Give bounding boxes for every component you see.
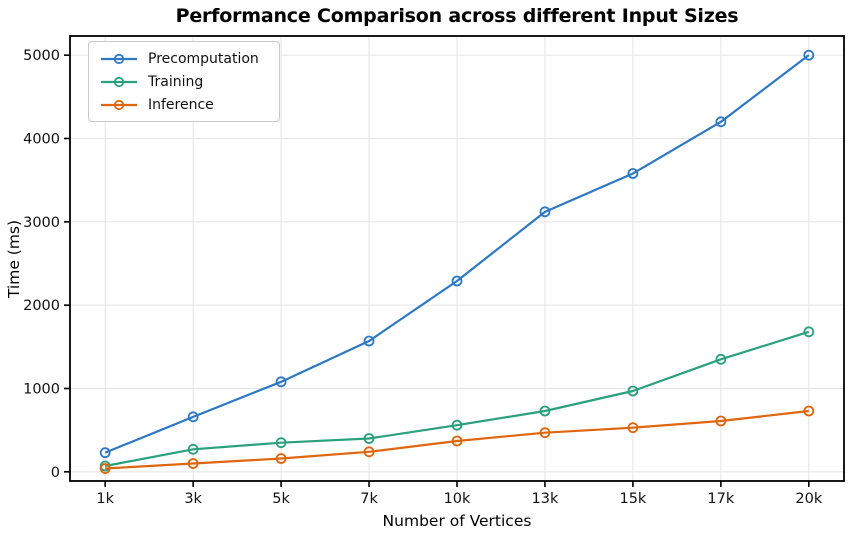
legend-line-marker-icon	[101, 99, 137, 110]
x-tick-label: 17k	[707, 491, 734, 507]
series-marker-training	[187, 443, 199, 455]
x-tick-label: 5k	[272, 491, 290, 507]
legend-label: Precomputation	[148, 50, 259, 67]
y-tick-label: 4000	[23, 132, 60, 148]
series-marker-inference	[187, 458, 199, 469]
series-marker-training	[803, 326, 815, 338]
x-tick-label: 10k	[444, 491, 471, 507]
x-tick-label: 20k	[795, 491, 822, 507]
series-marker-inference	[99, 463, 111, 474]
legend-item-inference: Inference	[99, 95, 269, 114]
series-marker-inference	[451, 435, 463, 447]
legend-line-marker-icon	[101, 76, 137, 87]
legend-marker-icon	[113, 99, 125, 110]
series-marker-precomputation	[187, 411, 199, 423]
series-marker-inference	[539, 427, 551, 439]
series-marker-precomputation	[451, 275, 463, 287]
series-marker-inference	[275, 453, 287, 464]
x-tick-label: 13k	[532, 491, 559, 507]
series-marker-training	[539, 405, 551, 417]
series-marker-precomputation	[539, 206, 551, 218]
legend-item-precomputation: Precomputation	[99, 49, 269, 68]
legend-marker-icon	[113, 76, 125, 87]
y-tick-label: 5000	[23, 48, 60, 64]
series-marker-precomputation	[275, 376, 287, 388]
legend-label: Inference	[148, 96, 214, 113]
series-marker-training	[627, 385, 639, 397]
legend: Precomputation Training Inference	[88, 41, 280, 122]
x-tick-label: 7k	[360, 491, 378, 507]
series-marker-inference	[715, 415, 727, 427]
y-axis-label: Time (ms)	[5, 219, 23, 299]
y-tick-label: 0	[51, 465, 60, 481]
y-tick-label: 3000	[23, 215, 60, 231]
legend-item-training: Training	[99, 72, 269, 91]
series-line-inference	[105, 409, 809, 470]
x-tick-label: 15k	[619, 491, 646, 507]
legend-marker-icon	[113, 53, 125, 64]
series-line-training	[104, 330, 810, 468]
series-marker-training	[451, 419, 463, 431]
series-marker-precomputation	[99, 447, 111, 459]
series-marker-inference	[627, 422, 639, 434]
x-tick-label: 3k	[184, 491, 202, 507]
legend-label: Training	[148, 73, 204, 90]
chart-title: Performance Comparison across different …	[175, 5, 739, 27]
x-axis-label: Number of Vertices	[382, 512, 532, 530]
y-tick-label: 2000	[23, 298, 60, 314]
legend-line-marker-icon	[101, 53, 137, 64]
series-marker-precomputation	[627, 168, 639, 179]
series-marker-training	[363, 433, 375, 444]
series-marker-training	[715, 353, 727, 365]
series-marker-precomputation	[803, 49, 815, 61]
y-tick-label: 1000	[23, 382, 60, 398]
series-marker-inference	[803, 405, 815, 417]
series-line-precomputation	[104, 54, 810, 454]
series-marker-precomputation	[363, 335, 375, 347]
series-marker-inference	[363, 446, 375, 458]
series-marker-precomputation	[715, 116, 727, 128]
series-marker-training	[275, 437, 287, 449]
x-tick-label: 1k	[96, 491, 114, 507]
